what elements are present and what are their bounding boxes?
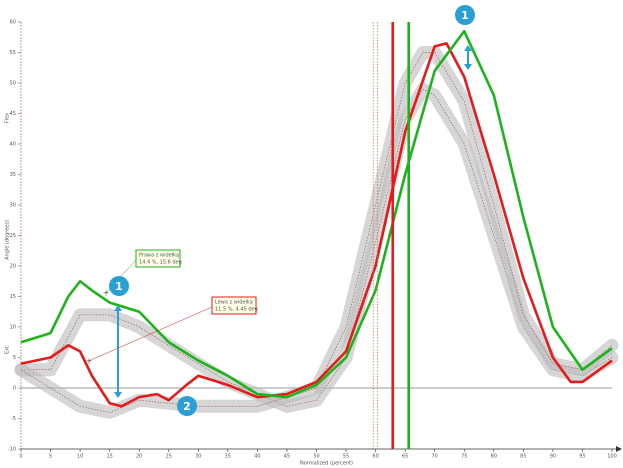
y-tick-label: 35 <box>10 172 16 178</box>
marker-label: 2 <box>183 400 191 413</box>
annotation-text: 14.4 %, 15.6 deg <box>139 260 182 266</box>
annotation-leader <box>88 306 213 362</box>
marker-label: 1 <box>115 280 123 293</box>
y-tick-label: 10 <box>10 325 16 331</box>
y-tick-label: 5 <box>13 355 16 361</box>
annotation-title: Lewa z widełką <box>215 300 253 306</box>
marker-circle <box>455 5 475 25</box>
x-tick-label: 65 <box>402 454 408 460</box>
norm-line <box>21 88 613 407</box>
annotation-text: 11.5 %, 4.45 deg <box>215 307 258 313</box>
x-tick-label: 85 <box>520 454 526 460</box>
x-tick-label: 40 <box>254 454 260 460</box>
y-tick-label: 30 <box>10 203 16 209</box>
marker-circle <box>177 396 197 416</box>
x-tick-label: 100 <box>607 454 617 460</box>
y-tick-label: 25 <box>10 233 16 239</box>
series-line <box>20 29 613 399</box>
norm-band <box>14 46 619 419</box>
annotation-box <box>211 296 257 315</box>
x-tick-label: 25 <box>166 454 172 460</box>
x-axis-arrow <box>616 446 622 452</box>
y-axis-label: Angle (degrees) <box>5 220 11 260</box>
marker-circle <box>109 276 129 296</box>
y-tick-label: -5 <box>11 416 16 422</box>
annotation-title: Prawa z widełką <box>139 253 179 259</box>
y-axis-top: Flex <box>5 113 11 123</box>
norm-band <box>14 82 619 413</box>
x-tick-label: 45 <box>284 454 290 460</box>
y-tick-label: 55 <box>10 50 16 56</box>
y-tick-label: 50 <box>10 81 16 87</box>
x-tick-label: 95 <box>579 454 585 460</box>
annotation-point: + <box>86 356 93 365</box>
y-tick-label: 0 <box>13 386 16 392</box>
x-tick-label: 10 <box>77 454 83 460</box>
x-axis-label: Normalized (percent) <box>300 461 353 467</box>
x-tick-label: 5 <box>49 454 52 460</box>
y-tick-label: 45 <box>10 111 16 117</box>
y-tick-label: 20 <box>10 264 16 270</box>
x-tick-label: 15 <box>106 454 112 460</box>
x-tick-label: 70 <box>432 454 438 460</box>
y-tick-label: -10 <box>8 447 16 453</box>
annotation-box <box>135 249 181 268</box>
x-tick-label: 55 <box>343 454 349 460</box>
x-tick-label: 80 <box>491 454 497 460</box>
arrow-head <box>464 45 472 70</box>
x-tick-label: 30 <box>195 454 201 460</box>
x-tick-label: 50 <box>313 454 319 460</box>
annotation-point: + <box>103 288 110 297</box>
marker-label: 1 <box>461 9 469 22</box>
x-tick-label: 0 <box>19 454 22 460</box>
y-tick-label: 60 <box>10 20 16 26</box>
y-tick-label: 40 <box>10 142 16 148</box>
x-tick-label: 60 <box>372 454 378 460</box>
x-tick-label: 20 <box>136 454 142 460</box>
x-tick-label: 35 <box>225 454 231 460</box>
y-axis-bottom: Ext <box>5 346 11 354</box>
norm-line <box>20 52 613 413</box>
x-tick-label: 90 <box>550 454 556 460</box>
x-tick-label: 75 <box>461 454 467 460</box>
y-tick-label: 15 <box>10 294 16 300</box>
